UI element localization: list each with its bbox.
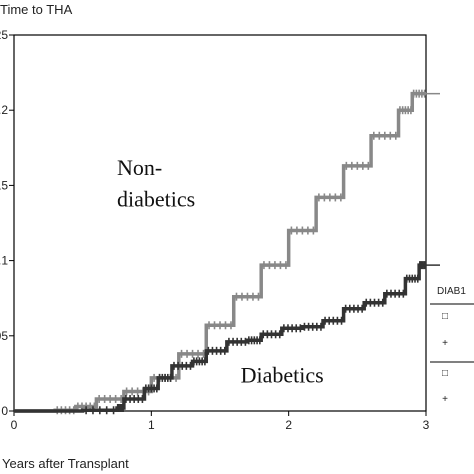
y-tick-label: .05: [0, 329, 8, 343]
series-annotation: diabetics: [117, 186, 195, 211]
series-line: [14, 263, 426, 413]
legend-marker: □: [442, 311, 448, 322]
axis-ticks: 0 1 2 3 0 .05 .1 .15 .2 .25: [0, 28, 430, 432]
legend-marker: □: [442, 368, 448, 379]
legend-marker: +: [442, 394, 448, 405]
series-group: [14, 89, 440, 415]
y-tick-label: .25: [0, 28, 8, 42]
series-annotation: Diabetics: [241, 362, 324, 387]
y-tick-label: .15: [0, 178, 8, 192]
x-axis-label: Years after Transplant: [2, 456, 129, 471]
series-annotation: Non-: [117, 155, 162, 180]
legend-items: □ + □ +: [442, 311, 448, 405]
series-line: [14, 91, 426, 413]
chart-title: Time to THA: [0, 2, 73, 17]
legend: DIAB1 □ + □ +: [430, 286, 474, 405]
legend-marker: +: [442, 338, 448, 349]
plot-frame: [13, 34, 427, 412]
plot-area: 0 1 2 3 0 .05 .1 .15 .2 .25 Non-diabetics Diabetic…: [0, 28, 440, 432]
x-tick-label: 0: [11, 418, 18, 432]
y-tick-label: .1: [0, 254, 8, 268]
x-tick-label: 2: [285, 418, 292, 432]
y-tick-label: 0: [1, 404, 8, 418]
x-tick-label: 3: [423, 418, 430, 432]
annotations-group: Non-diabetics Diabetics: [117, 155, 324, 388]
legend-title: DIAB1: [437, 286, 466, 297]
y-tick-label: .2: [0, 103, 8, 117]
x-tick-label: 1: [148, 418, 155, 432]
